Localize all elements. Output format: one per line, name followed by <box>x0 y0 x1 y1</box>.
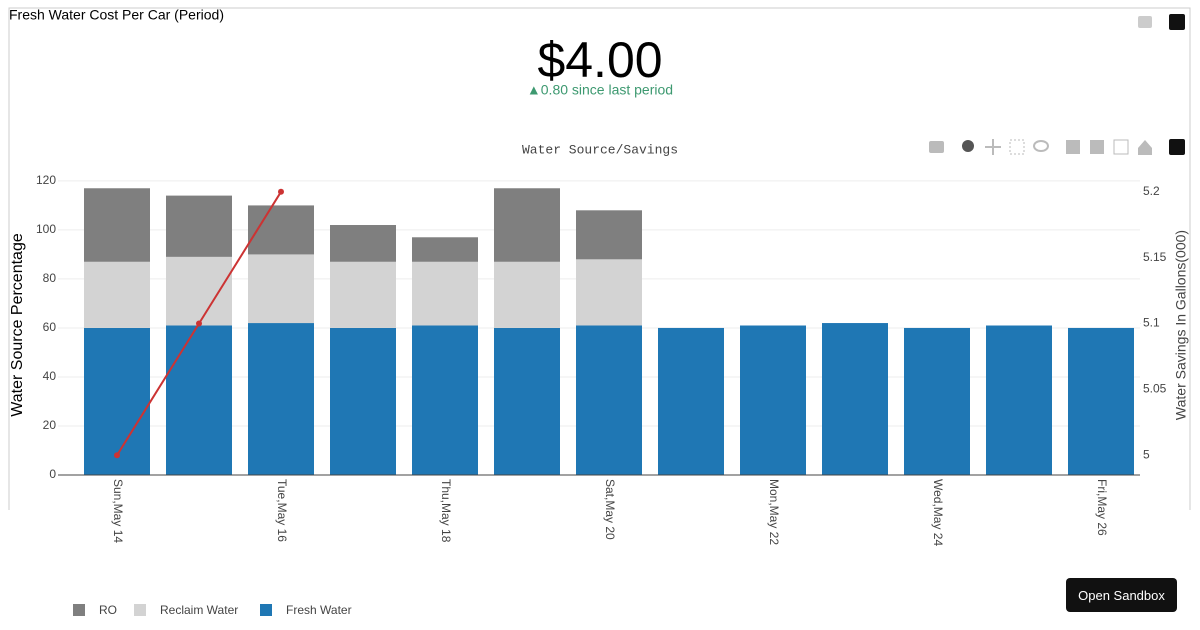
y2-tick-label: 5.1 <box>1143 316 1160 330</box>
indicator-title: Fresh Water Cost Per Car (Period) <box>9 7 224 23</box>
bar <box>166 325 232 475</box>
legend-label: Reclaim Water <box>160 603 238 617</box>
bar <box>986 325 1052 475</box>
bar <box>330 225 396 262</box>
x-tick-label: Mon,May 22 <box>767 479 781 545</box>
bar <box>330 327 396 475</box>
y-tick-label: 60 <box>43 320 57 334</box>
bar <box>576 259 642 326</box>
bar <box>412 261 478 326</box>
bar <box>330 261 396 328</box>
bar <box>166 256 232 326</box>
bar <box>494 261 560 328</box>
bar <box>84 261 150 328</box>
chart-title: Water Source/Savings <box>522 142 678 157</box>
bar <box>904 327 970 475</box>
open-sandbox-button[interactable]: Open Sandbox <box>1066 578 1177 612</box>
savings-point <box>278 188 284 195</box>
legend-label: RO <box>99 603 117 617</box>
y2-tick-label: 5.15 <box>1143 250 1167 264</box>
x-tick-label: Wed,May 24 <box>931 479 945 546</box>
bar <box>412 237 478 262</box>
bar <box>248 323 314 475</box>
bar <box>248 205 314 255</box>
legend-swatch <box>260 604 272 616</box>
savings-point <box>114 452 120 459</box>
bar <box>412 325 478 475</box>
y-tick-label: 100 <box>36 222 56 236</box>
bar <box>822 323 888 475</box>
frame <box>8 7 1191 510</box>
legend-label: Fresh Water <box>286 603 352 617</box>
bar <box>576 325 642 475</box>
y2-tick-label: 5.05 <box>1143 382 1167 396</box>
bar <box>576 210 642 260</box>
y-tick-label: 120 <box>36 173 56 187</box>
y-tick-label: 0 <box>49 467 56 481</box>
bar <box>166 195 232 257</box>
bar <box>494 188 560 262</box>
y-tick-label: 40 <box>43 369 57 383</box>
bar <box>248 254 314 324</box>
bar <box>1068 327 1134 475</box>
bar <box>658 327 724 475</box>
y2-tick-label: 5 <box>1143 447 1150 461</box>
legend-swatch <box>73 604 85 616</box>
indicator-delta: ▲0.80 since last period <box>527 82 673 98</box>
modebar-top[interactable] <box>1138 14 1185 30</box>
x-tick-label: Fri,May 26 <box>1095 479 1109 536</box>
y2-tick-label: 5.2 <box>1143 184 1160 198</box>
bar <box>740 325 806 475</box>
y-axis-title: Water Source Percentage <box>9 233 26 417</box>
savings-point <box>196 320 202 327</box>
bar <box>84 188 150 262</box>
x-tick-label: Thu,May 18 <box>439 479 453 543</box>
indicator-value: $4.00 <box>537 32 662 88</box>
x-tick-label: Sat,May 20 <box>603 479 617 540</box>
bar <box>494 327 560 475</box>
bar <box>84 327 150 475</box>
y-tick-label: 80 <box>43 271 57 285</box>
x-tick-label: Sun,May 14 <box>111 479 125 543</box>
y2-axis-title: Water Savings In Gallons(000) <box>1173 230 1189 420</box>
x-tick-label: Tue,May 16 <box>275 479 289 542</box>
y-tick-label: 20 <box>43 418 57 432</box>
legend-swatch <box>134 604 146 616</box>
modebar[interactable] <box>929 139 1185 155</box>
